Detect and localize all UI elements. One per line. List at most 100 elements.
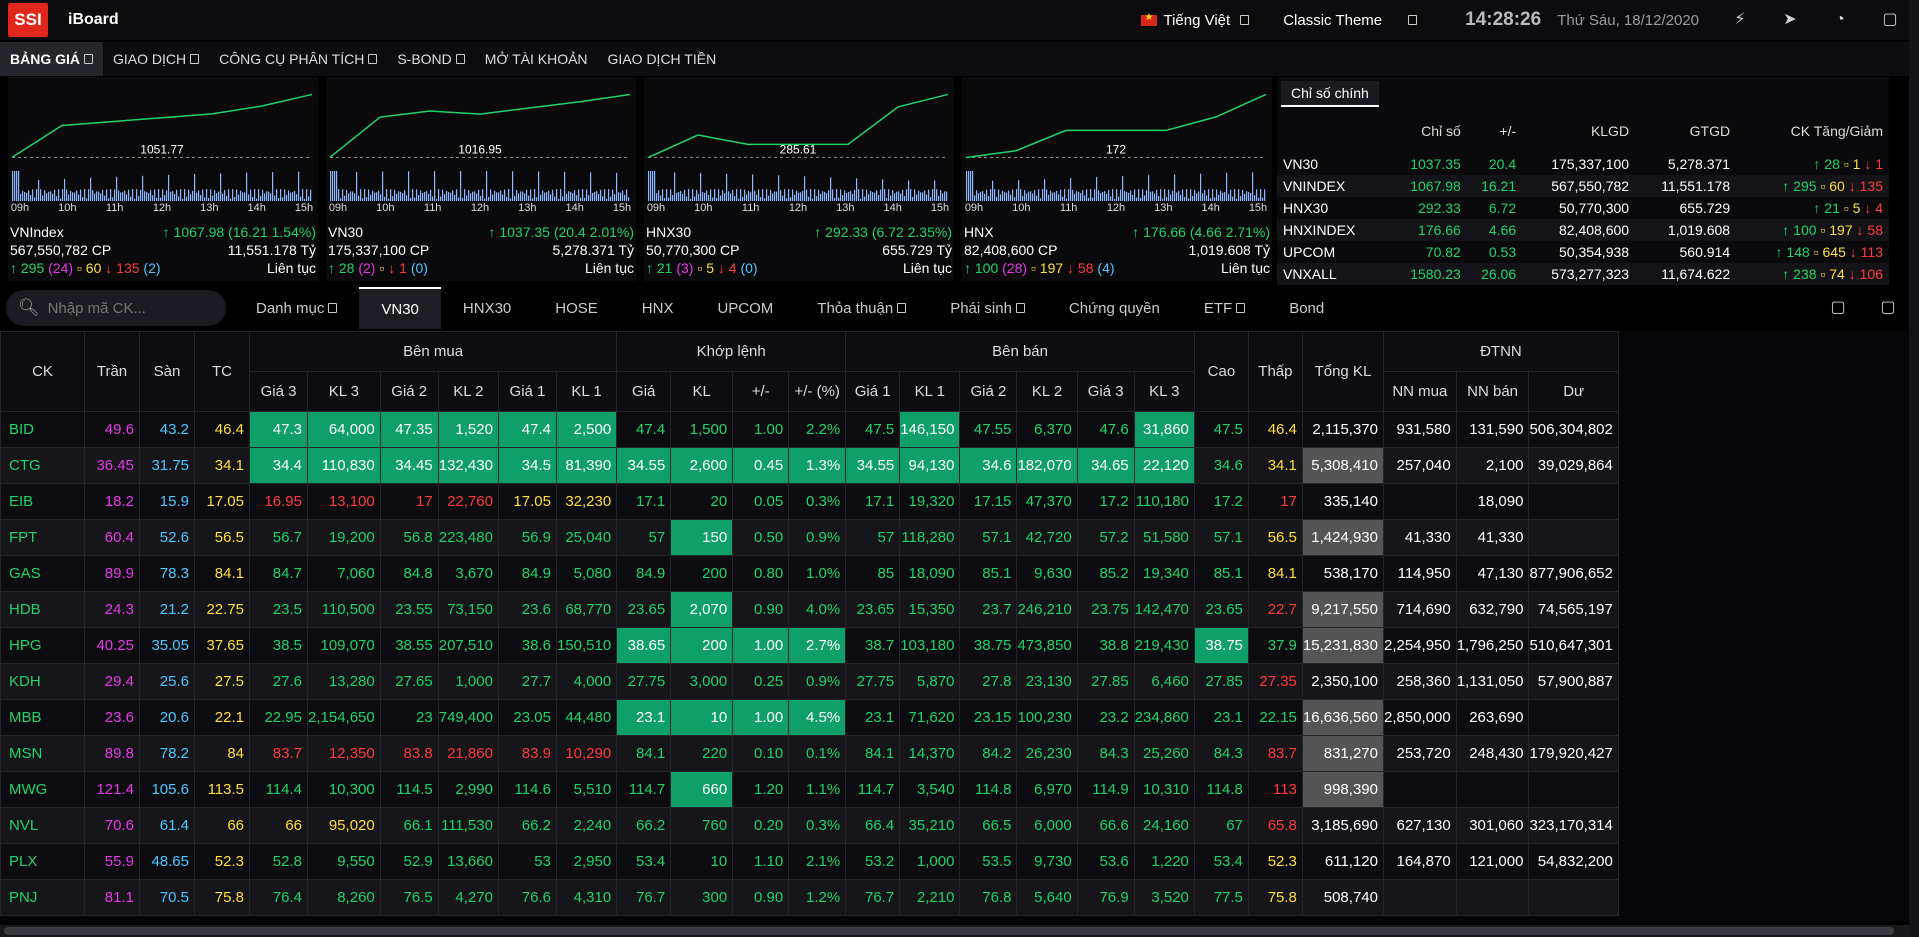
volume-bar [868,194,870,201]
volume-bar [1140,197,1142,201]
ticker[interactable]: EIB [0,483,85,520]
tab-main-indices[interactable]: Chỉ số chính [1281,81,1379,107]
index-change: 26.06 [1466,263,1523,285]
volume-bar [36,189,38,201]
volume-bar [488,196,490,201]
horizontal-scrollbar[interactable] [0,925,1919,937]
cell: 627,130 [1382,807,1457,844]
tab-etf[interactable]: ETF [1182,287,1267,329]
ssi-logo[interactable]: SSI [8,3,48,37]
index-row[interactable]: VN30 1037.35 20.4 175,337,100 5,278.371 ↑ 28 … [1277,153,1889,175]
ticker[interactable]: MBB [0,699,85,736]
search-input[interactable] [47,299,218,317]
volume-bar [880,189,882,201]
table-row[interactable]: PNJ 81.1 70.5 75.8 76.4 8,260 76.5 4,270 76.6 4,3… [0,879,1619,916]
cell: 40.25 [84,627,140,664]
ticker[interactable]: PNJ [0,879,85,916]
chart-panel-hnx30[interactable]: 285.61 09h 10h 11h 12h 13h 14h 15h HNX30 ↑ 292.33… [644,77,954,281]
settings-icon[interactable]: ▢ [1880,299,1896,316]
volume-bar [26,192,28,201]
cell: 75.8 [194,879,250,916]
volume-bar [758,189,760,201]
table-row[interactable]: BID 49.6 43.2 46.4 47.3 64,000 47.35 1,520 47.4 2… [0,411,1619,448]
tab-hnx[interactable]: HNX [620,287,696,329]
tab-bond[interactable]: Bond [1267,287,1346,329]
nav-item[interactable]: BẢNG GIÁ [0,42,103,76]
tab-thỏa-thuận[interactable]: Thỏa thuận [795,287,928,329]
theme-selector[interactable]: Classic Theme [1283,12,1418,29]
table-row[interactable]: MBB 23.6 20.6 22.1 22.95 2,154,650 23 749,400 23… [0,699,1619,736]
volume-bar [914,189,916,201]
cell: 5,510 [555,771,618,808]
table-row[interactable]: MWG 121.4 105.6 113.5 114.4 10,300 114.5 2,990 1… [0,771,1619,808]
cell: 182,070 [1016,447,1078,484]
table-row[interactable]: KDH 29.4 25.6 27.5 27.6 13,280 27.65 1,000 27.7 4… [0,663,1619,700]
nav-item[interactable]: S-BOND [387,42,474,76]
table-row[interactable]: GAS 89.9 78.3 84.1 84.7 7,060 84.8 3,670 84.9 5,0… [0,555,1619,592]
index-row[interactable]: VNINDEX 1067.98 16.21 567,550,782 11,551.178… [1277,175,1889,197]
ticker[interactable]: GAS [0,555,85,592]
tab-vn30[interactable]: VN30 [359,287,441,329]
cell: 14,370 [899,735,961,772]
ticker[interactable]: NVL [0,807,85,844]
window-icon[interactable]: ▢ [1882,11,1898,28]
volume-bar [426,191,428,201]
ticker[interactable]: KDH [0,663,85,700]
tab-hose[interactable]: HOSE [533,287,620,329]
volume-bar [124,190,126,201]
ticker[interactable]: FPT [0,519,85,556]
ticker[interactable]: PLX [0,843,85,880]
ticker[interactable]: MWG [0,771,85,808]
search-box[interactable]: 🔍︎ [6,290,226,326]
cursor-icon[interactable]: ➤ [1783,11,1797,28]
unchanged: ▫ 74 [1820,266,1849,282]
vertical-scrollbar[interactable] [1909,0,1919,937]
index-row[interactable]: VNXALL 1580.23 26.06 573,277,323 11,674.622 ↑… [1277,263,1889,285]
ticker[interactable]: MSN [0,735,85,772]
volume-bar [806,189,808,201]
layout-icon[interactable]: ▢ [1830,299,1846,316]
language-selector[interactable]: Tiếng Việt [1141,12,1250,29]
tab-hnx30[interactable]: HNX30 [441,287,533,329]
nav-item[interactable]: GIAO DỊCH TIỀN [598,42,727,76]
table-row[interactable]: HDB 24.3 21.2 22.75 23.5 110,500 23.55 73,150 23… [0,591,1619,628]
table-row[interactable]: EIB 18.2 15.9 17.05 16.95 13,100 17 22,760 17.05… [0,483,1619,520]
nav-item[interactable]: MỞ TÀI KHOẢN [475,42,598,76]
history-icon[interactable]: ◔ [1835,11,1845,28]
table-row[interactable]: CTG 36.45 31.75 34.1 34.4 110,830 34.45 132,430… [0,447,1619,484]
ticker[interactable]: HDB [0,591,85,628]
tab-chứng-quyền[interactable]: Chứng quyền [1047,287,1182,329]
index-row[interactable]: HNXINDEX 176.66 4.66 82,408,600 1,019.608 ↑ 1… [1277,219,1889,241]
volume-bar [944,191,946,201]
chart-panel-vnindex[interactable]: 1051.77 09h 10h 11h 12h 13h 14h 15h VNIndex ↑ 106… [8,77,318,281]
index-row[interactable]: UPCOM 70.82 0.53 50,354,938 560.914 ↑ 148 ▫ 6… [1277,241,1889,263]
ticker[interactable]: HPG [0,627,85,664]
volume-bar [1060,189,1062,201]
index-name: UPCOM [1283,244,1336,260]
x-tick-label: 13h [836,202,854,214]
nav-item[interactable]: GIAO DỊCH [103,42,209,76]
volume-bar [214,190,216,201]
ticker[interactable]: BID [0,411,85,448]
cell: 760 [670,807,734,844]
volume-bar [912,196,914,201]
volume-bar [544,192,546,201]
tab-danh-mục[interactable]: Danh mục [234,287,359,329]
table-row[interactable]: HPG 40.25 35.05 37.65 38.5 109,070 38.55 207,51… [0,627,1619,664]
tab-upcom[interactable]: UPCOM [695,287,795,329]
tab-phái-sinh[interactable]: Phái sinh [928,287,1047,329]
index-row[interactable]: HNX30 292.33 6.72 50,770,300 655.729 ↑ 21 ▫ 5… [1277,197,1889,219]
ticker[interactable]: CTG [0,447,85,484]
volume-bar [1012,189,1014,201]
chart-panel-vn30[interactable]: 1016.95 09h 10h 11h 12h 13h 14h 15h VN30 ↑ 1037.3… [326,77,636,281]
volume-bar [812,198,814,201]
volume-bar [178,196,180,201]
nav-item[interactable]: CÔNG CỤ PHÂN TÍCH [209,42,387,76]
lightning-icon[interactable]: ⚡ [1734,11,1746,28]
volume-bar [126,194,128,201]
table-row[interactable]: PLX 55.9 48.65 52.3 52.8 9,550 52.9 13,660 53 2,9… [0,843,1619,880]
table-row[interactable]: FPT 60.4 52.6 56.5 56.7 19,200 56.8 223,480 56.9… [0,519,1619,556]
table-row[interactable]: MSN 89.8 78.2 84 83.7 12,350 83.8 21,860 83.9 10,… [0,735,1619,772]
table-row[interactable]: NVL 70.6 61.4 66 66 95,020 66.1 111,530 66.2 2,24… [0,807,1619,844]
chart-panel-hnx[interactable]: 172 09h 10h 11h 12h 13h 14h 15h HNX ↑ 176.66 (4.6… [962,77,1272,281]
